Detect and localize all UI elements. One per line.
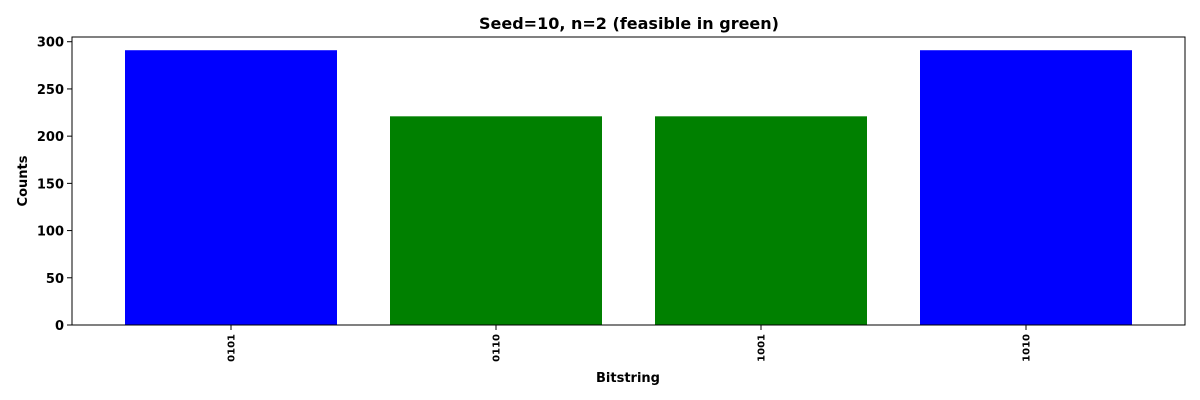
y-axis-label: Counts <box>16 155 31 206</box>
y-tick-label: 200 <box>37 130 64 145</box>
x-tick-label: 0101 <box>227 334 238 362</box>
x-tick-label: 1001 <box>757 334 768 362</box>
bar-1001 <box>655 116 867 326</box>
y-axis: 0 50 100 150 200 250 300 <box>37 36 72 334</box>
bar-1010 <box>920 50 1132 326</box>
y-tick-label: 150 <box>37 177 64 192</box>
x-tick-label: 1010 <box>1022 334 1033 362</box>
x-tick-label: 0110 <box>492 334 503 362</box>
y-tick-label: 0 <box>55 319 64 334</box>
y-tick-label: 300 <box>37 36 64 51</box>
x-axis: 0101 0110 1001 1010 <box>227 325 1033 362</box>
y-tick-label: 250 <box>37 83 64 98</box>
bar-0101 <box>125 50 337 326</box>
bars-layer <box>125 50 1132 326</box>
y-tick-label: 100 <box>37 225 64 240</box>
x-axis-label: Bitstring <box>596 371 660 386</box>
bar-0110 <box>390 116 602 326</box>
y-tick-label: 50 <box>46 272 64 287</box>
chart-title: Seed=10, n=2 (feasible in green) <box>479 14 779 33</box>
plot-frame <box>71 36 1186 326</box>
